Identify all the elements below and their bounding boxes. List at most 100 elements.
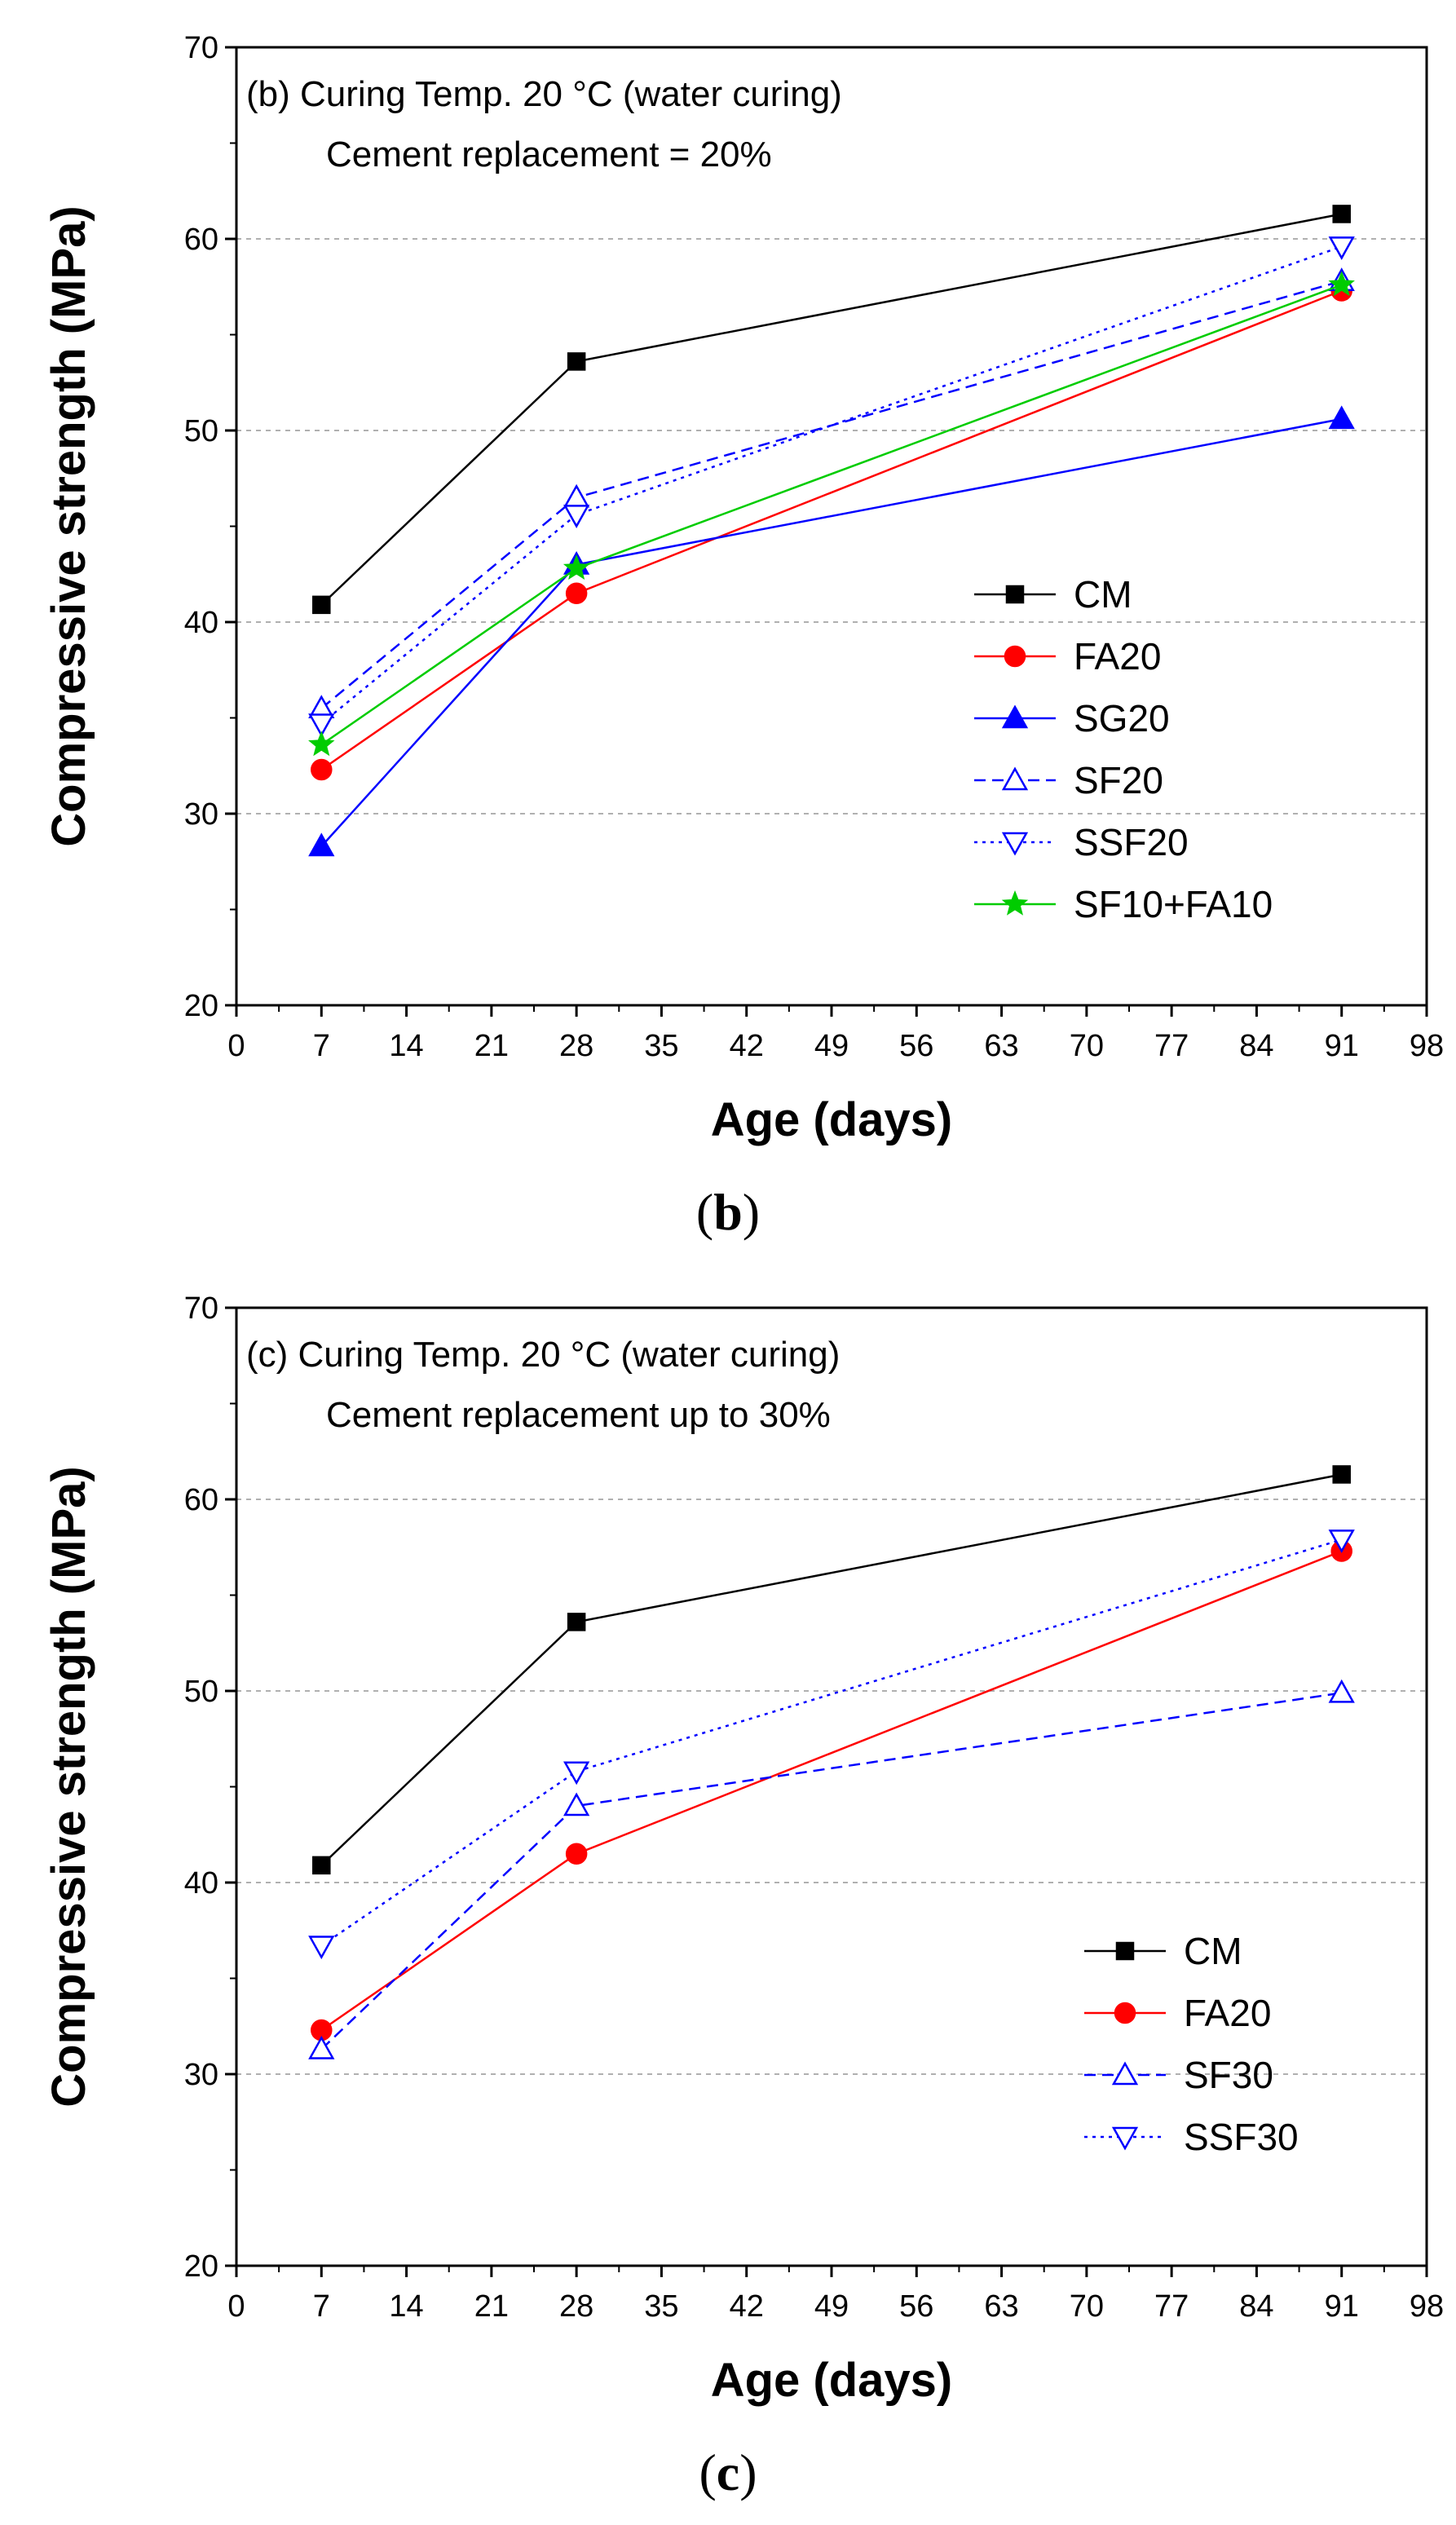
y-tick-label: 30 (184, 2058, 218, 2092)
y-tick-label: 50 (184, 414, 218, 448)
y-tick-label: 30 (184, 797, 218, 832)
data-point-ssf30 (308, 1936, 335, 1960)
legend-marker-fa20 (1114, 2002, 1136, 2024)
data-point-cm (567, 1613, 586, 1631)
panel-label-open: ( (696, 1183, 713, 1241)
legend-label-fa20: FA20 (1184, 1992, 1271, 2034)
x-tick-label: 77 (1154, 2289, 1189, 2324)
legend-marker-sg20 (1001, 704, 1029, 729)
data-point-sf30 (1328, 1679, 1355, 1703)
legend-marker-ssf30 (1111, 2126, 1139, 2151)
series-cm (312, 1465, 1351, 1875)
panel-label-close: ) (743, 1183, 760, 1241)
panel-label-open: ( (699, 2443, 716, 2501)
legend-label-sf30: SF30 (1184, 2054, 1273, 2096)
data-point-cm (567, 352, 586, 371)
data-point-sg20 (308, 832, 335, 857)
data-point-sf20 (563, 483, 590, 508)
series-ssf20 (308, 236, 1355, 738)
series-fa20 (311, 280, 1352, 781)
x-tick-label: 28 (559, 1029, 593, 1063)
legend-label-sg20: SG20 (1074, 697, 1170, 739)
data-point-ssf20 (563, 505, 590, 528)
annotation-line-2: Cement replacement = 20% (326, 135, 772, 174)
legend-marker-cm (1005, 585, 1025, 604)
data-point-ssf20 (1328, 236, 1355, 260)
legend-marker-fa20 (1004, 645, 1026, 668)
legend-label-fa20: FA20 (1074, 635, 1161, 678)
x-tick-label: 84 (1239, 2289, 1273, 2324)
y-tick-label: 40 (184, 606, 218, 640)
data-point-cm (312, 595, 331, 615)
chart-b-svg: 20 30 40 50 60 70 0 7 14 21 28 35 42 49 56 63 70 77 84 91 98… (42, 31, 1444, 1241)
series-line-ssf20 (320, 245, 1343, 725)
series-line-sg20 (320, 417, 1342, 847)
data-point-fa20 (565, 1843, 588, 1865)
data-point-fa20 (311, 758, 333, 781)
series-ssf30 (308, 1530, 1355, 1960)
panel-label-close: ) (739, 2443, 757, 2501)
data-point-sf10-fa10 (1328, 271, 1355, 297)
x-tick-label: 21 (474, 1029, 509, 1063)
annotation-line-1: (c) Curing Temp. 20 °C (water curing) (246, 1335, 840, 1375)
annotation-line-2: Cement replacement up to 30% (326, 1395, 831, 1435)
y-tick-label: 50 (184, 1675, 218, 1709)
series-line-cm (320, 1473, 1342, 1866)
x-tick-label: 0 (227, 2289, 245, 2324)
y-axis-title: Compressive strength (MPa) (42, 1466, 95, 2107)
x-tick-label: 7 (313, 2289, 330, 2324)
x-axis: 0 7 14 21 28 35 42 49 56 63 70 77 84 91 98 (227, 1005, 1444, 1063)
y-tick-label: 40 (184, 1866, 218, 1900)
x-tick-label: 35 (644, 2289, 678, 2324)
data-point-cm (312, 1856, 331, 1875)
x-tick-label: 42 (730, 1029, 764, 1063)
y-tick-label: 70 (184, 31, 218, 65)
x-tick-label: 42 (730, 2289, 764, 2324)
x-tick-label: 91 (1325, 1029, 1359, 1063)
y-tick-label: 20 (184, 2249, 218, 2284)
series-line-sf20 (320, 280, 1343, 709)
x-tick-label: 35 (644, 1029, 678, 1063)
y-axis: 20 30 40 50 60 70 (184, 31, 236, 1023)
y-tick-label: 60 (184, 1483, 218, 1517)
series-fa20 (311, 1540, 1352, 2042)
y-tick-label: 60 (184, 223, 218, 257)
legend: CM FA20 SF30 SSF30 (1084, 1930, 1299, 2158)
panel-label: (b) (696, 1183, 760, 1241)
x-tick-label: 49 (814, 1029, 849, 1063)
x-axis-title: Age (days) (711, 2354, 953, 2407)
legend-label-ssf30: SSF30 (1184, 2116, 1299, 2158)
panel-label-letter: b (713, 1183, 743, 1241)
data-point-ssf30 (1328, 1530, 1355, 1553)
x-tick-label: 84 (1239, 1029, 1273, 1063)
legend-marker-sf20 (1001, 766, 1029, 791)
gridlines (236, 1499, 1427, 2075)
x-tick-label: 98 (1410, 2289, 1444, 2324)
legend-label-sf20: SF20 (1074, 759, 1163, 801)
x-tick-label: 0 (227, 1029, 245, 1063)
series-line-cm (320, 213, 1342, 606)
x-tick-label: 56 (899, 2289, 933, 2324)
x-tick-label: 49 (814, 2289, 849, 2324)
x-tick-label: 63 (984, 1029, 1018, 1063)
data-point-ssf30 (563, 1761, 590, 1786)
x-tick-label: 28 (559, 2289, 593, 2324)
series-line-ssf30 (320, 1538, 1343, 1947)
y-axis: 20 30 40 50 60 70 (184, 1291, 236, 2284)
x-tick-label: 70 (1070, 1029, 1104, 1063)
x-tick-label: 70 (1070, 2289, 1104, 2324)
series-sf10-fa10 (308, 271, 1355, 757)
panel-label: (c) (699, 2443, 757, 2501)
figure-panel-c: 20 30 40 50 60 70 0 7 14 21 28 35 42 49 56 63 70 77 84 91 98… (0, 1260, 1456, 2521)
x-tick-label: 14 (389, 1029, 423, 1063)
legend-marker-ssf20 (1001, 832, 1029, 856)
legend-label-sf10-fa10: SF10+FA10 (1074, 883, 1273, 925)
series-sf30 (308, 1679, 1355, 2059)
data-point-sg20 (1328, 405, 1355, 430)
legend-label-cm: CM (1184, 1930, 1242, 1972)
gridlines (236, 238, 1427, 814)
y-tick-label: 20 (184, 989, 218, 1023)
x-tick-label: 21 (474, 2289, 509, 2324)
x-tick-label: 98 (1410, 1029, 1444, 1063)
data-point-ssf20 (308, 713, 335, 738)
